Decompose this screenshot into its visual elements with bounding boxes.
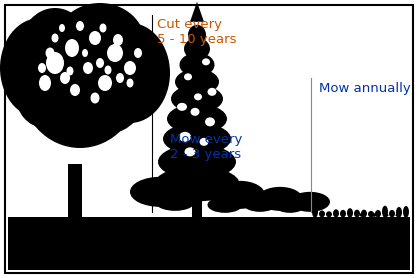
Ellipse shape	[82, 49, 88, 57]
Ellipse shape	[383, 214, 388, 217]
Text: Cut every
5 - 10 years: Cut every 5 - 10 years	[157, 18, 236, 46]
Ellipse shape	[0, 18, 80, 118]
Bar	[10, 157, 65, 207]
Ellipse shape	[359, 213, 364, 217]
Ellipse shape	[158, 144, 236, 179]
Ellipse shape	[347, 208, 353, 217]
Bar	[68, 164, 82, 219]
Ellipse shape	[38, 63, 46, 73]
Ellipse shape	[389, 210, 395, 217]
Ellipse shape	[98, 75, 112, 91]
Ellipse shape	[60, 72, 70, 84]
Ellipse shape	[155, 193, 195, 211]
Ellipse shape	[99, 24, 107, 33]
Ellipse shape	[76, 21, 84, 31]
Polygon shape	[190, 2, 204, 22]
Ellipse shape	[333, 209, 339, 217]
Ellipse shape	[207, 88, 217, 96]
Ellipse shape	[167, 104, 227, 134]
Ellipse shape	[89, 31, 101, 45]
Ellipse shape	[354, 210, 360, 217]
Ellipse shape	[130, 177, 190, 207]
Ellipse shape	[179, 132, 191, 142]
Ellipse shape	[382, 206, 388, 218]
Ellipse shape	[207, 197, 242, 213]
Ellipse shape	[30, 68, 120, 138]
Ellipse shape	[55, 3, 145, 83]
Ellipse shape	[75, 53, 145, 133]
Ellipse shape	[66, 66, 74, 76]
Ellipse shape	[113, 34, 123, 46]
Ellipse shape	[107, 44, 123, 62]
Ellipse shape	[368, 211, 374, 217]
Ellipse shape	[205, 117, 215, 126]
Ellipse shape	[395, 214, 400, 217]
Ellipse shape	[96, 58, 104, 68]
Ellipse shape	[33, 30, 87, 90]
Ellipse shape	[194, 93, 202, 100]
Ellipse shape	[202, 58, 210, 65]
Ellipse shape	[184, 73, 192, 80]
Ellipse shape	[375, 210, 381, 217]
Ellipse shape	[215, 181, 265, 209]
Ellipse shape	[326, 211, 332, 217]
Ellipse shape	[191, 108, 199, 116]
Ellipse shape	[90, 23, 170, 123]
Ellipse shape	[184, 38, 210, 60]
Ellipse shape	[175, 69, 219, 95]
Ellipse shape	[188, 25, 206, 45]
Bar	[85, 167, 130, 207]
Ellipse shape	[403, 206, 409, 218]
Ellipse shape	[155, 166, 240, 201]
Text: Mow every
2 - 3 years: Mow every 2 - 3 years	[170, 133, 242, 162]
Ellipse shape	[104, 66, 112, 75]
Ellipse shape	[347, 210, 352, 217]
Ellipse shape	[319, 210, 325, 217]
Ellipse shape	[15, 58, 75, 128]
Ellipse shape	[65, 39, 79, 57]
Ellipse shape	[199, 138, 209, 146]
Ellipse shape	[116, 73, 124, 83]
Ellipse shape	[83, 62, 93, 74]
Ellipse shape	[60, 8, 120, 58]
Ellipse shape	[290, 192, 330, 212]
Ellipse shape	[372, 213, 377, 217]
Ellipse shape	[91, 93, 99, 103]
Ellipse shape	[46, 52, 64, 74]
Ellipse shape	[340, 210, 346, 217]
Ellipse shape	[59, 24, 65, 32]
Ellipse shape	[20, 18, 140, 148]
Ellipse shape	[39, 75, 51, 91]
Ellipse shape	[171, 85, 223, 113]
Ellipse shape	[179, 53, 214, 77]
Ellipse shape	[184, 147, 196, 156]
Ellipse shape	[361, 210, 367, 217]
Ellipse shape	[51, 34, 59, 43]
Ellipse shape	[163, 123, 231, 155]
Bar	[192, 184, 202, 219]
Ellipse shape	[396, 207, 402, 218]
Ellipse shape	[127, 78, 133, 88]
Ellipse shape	[46, 48, 54, 58]
Ellipse shape	[257, 187, 303, 211]
Bar	[8, 217, 410, 270]
Ellipse shape	[124, 61, 136, 75]
Ellipse shape	[244, 198, 276, 212]
Ellipse shape	[177, 103, 187, 111]
Ellipse shape	[70, 84, 80, 96]
Ellipse shape	[276, 201, 304, 213]
Ellipse shape	[312, 206, 318, 218]
Text: Mow annually: Mow annually	[319, 83, 411, 95]
Ellipse shape	[20, 8, 90, 88]
Ellipse shape	[134, 48, 142, 58]
